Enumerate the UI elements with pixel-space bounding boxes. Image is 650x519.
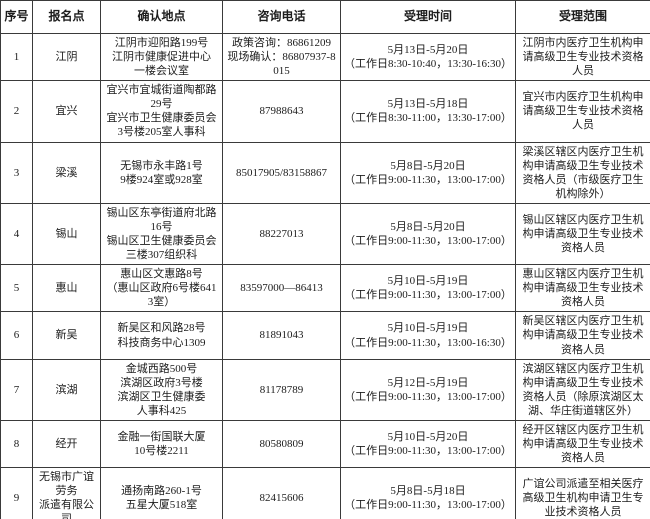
cell-phone: 83597000—86413 bbox=[222, 264, 341, 313]
table-row: 5 惠山 惠山区文惠路8号 （惠山区政府6号楼6413室） 83597000—8… bbox=[0, 264, 650, 313]
col-header-time: 受理时间 bbox=[340, 0, 516, 34]
cell-index: 2 bbox=[0, 80, 33, 143]
table-row: 1 江阴 江阴市迎阳路199号 江阴市健康促进中心 一楼会议室 政策咨询：868… bbox=[0, 32, 650, 82]
cell-time: 5月10日-5月19日 （工作日9:00-11:30，13:00-17:00） bbox=[340, 264, 516, 313]
cell-address: 新吴区和风路28号 科技商务中心1309 bbox=[100, 311, 223, 360]
table-row: 9 无锡市广谊劳务 派遣有限公司 通扬南路260-1号 五星大厦518室 824… bbox=[0, 467, 650, 519]
cell-address: 金城西路500号 滨湖区政府3号楼 滨湖区卫生健康委 人事科425 bbox=[100, 358, 223, 421]
table-row: 6 新吴 新吴区和风路28号 科技商务中心1309 81891043 5月10日… bbox=[0, 311, 650, 360]
cell-scope: 惠山区辖区内医疗卫生机构申请高级卫生专业技术资格人员 bbox=[515, 264, 650, 313]
col-header-phone: 咨询电话 bbox=[222, 0, 341, 34]
cell-time: 5月10日-5月20日 （工作日9:00-11:30，13:00-17:00） bbox=[340, 419, 516, 469]
cell-phone: 88227013 bbox=[222, 202, 341, 266]
cell-address: 通扬南路260-1号 五星大厦518室 bbox=[100, 467, 223, 519]
table-row: 2 宜兴 宜兴市宜城街道陶都路29号 宜兴市卫生健康委员会 3号楼205室人事科… bbox=[0, 80, 650, 143]
cell-scope: 新吴区辖区内医疗卫生机构申请高级卫生专业技术资格人员 bbox=[515, 311, 650, 360]
cell-index: 9 bbox=[0, 467, 33, 519]
table-row: 7 滨湖 金城西路500号 滨湖区政府3号楼 滨湖区卫生健康委 人事科425 8… bbox=[0, 358, 650, 421]
cell-address: 无锡市永丰路1号 9楼924室或928室 bbox=[100, 141, 223, 204]
cell-phone: 87988643 bbox=[222, 80, 341, 143]
cell-time: 5月13日-5月18日 （工作日8:30-11:00，13:30-17:00） bbox=[340, 80, 516, 143]
table-body: 1 江阴 江阴市迎阳路199号 江阴市健康促进中心 一楼会议室 政策咨询：868… bbox=[0, 32, 650, 519]
col-header-site: 报名点 bbox=[32, 0, 101, 34]
cell-index: 7 bbox=[0, 358, 33, 421]
cell-index: 4 bbox=[0, 202, 33, 266]
cell-scope: 宜兴市内医疗卫生机构申请高级卫生专业技术资格人员 bbox=[515, 80, 650, 143]
cell-scope: 广谊公司派遣至相关医疗高级卫生机构申请卫生专业技术资格人员 bbox=[515, 467, 650, 519]
cell-site: 新吴 bbox=[32, 311, 101, 360]
table-row: 8 经开 金融一街国联大厦 10号楼2211 80580809 5月10日-5月… bbox=[0, 419, 650, 469]
cell-site: 江阴 bbox=[32, 32, 101, 82]
cell-site: 锡山 bbox=[32, 202, 101, 266]
cell-address: 宜兴市宜城街道陶都路29号 宜兴市卫生健康委员会 3号楼205室人事科 bbox=[100, 80, 223, 143]
cell-scope: 经开区辖区内医疗卫生机构申请高级卫生专业技术资格人员 bbox=[515, 419, 650, 469]
cell-phone: 政策咨询：86861209 现场确认：86807937-8015 bbox=[222, 32, 341, 82]
cell-site: 梁溪 bbox=[32, 141, 101, 204]
col-header-index: 序号 bbox=[0, 0, 33, 34]
cell-time: 5月8日-5月20日 （工作日9:00-11:30，13:00-17:00） bbox=[340, 202, 516, 266]
cell-phone: 81178789 bbox=[222, 358, 341, 421]
table-row: 3 梁溪 无锡市永丰路1号 9楼924室或928室 85017905/83158… bbox=[0, 141, 650, 204]
cell-time: 5月13日-5月20日 （工作日8:30-10:40，13:30-16:30） bbox=[340, 32, 516, 82]
cell-index: 5 bbox=[0, 264, 33, 313]
cell-phone: 80580809 bbox=[222, 419, 341, 469]
cell-address: 江阴市迎阳路199号 江阴市健康促进中心 一楼会议室 bbox=[100, 32, 223, 82]
cell-index: 1 bbox=[0, 32, 33, 82]
header-row: 序号 报名点 确认地点 咨询电话 受理时间 受理范围 bbox=[0, 0, 650, 34]
table-header: 序号 报名点 确认地点 咨询电话 受理时间 受理范围 bbox=[0, 0, 650, 34]
cell-index: 3 bbox=[0, 141, 33, 204]
cell-site: 惠山 bbox=[32, 264, 101, 313]
cell-site: 无锡市广谊劳务 派遣有限公司 bbox=[32, 467, 101, 519]
cell-time: 5月10日-5月19日 （工作日9:00-11:30，13:00-16:30） bbox=[340, 311, 516, 360]
cell-scope: 锡山区辖区内医疗卫生机构申请高级卫生专业技术资格人员 bbox=[515, 202, 650, 266]
cell-index: 6 bbox=[0, 311, 33, 360]
cell-site: 经开 bbox=[32, 419, 101, 469]
cell-phone: 82415606 bbox=[222, 467, 341, 519]
col-header-address: 确认地点 bbox=[100, 0, 223, 34]
cell-site: 滨湖 bbox=[32, 358, 101, 421]
cell-index: 8 bbox=[0, 419, 33, 469]
cell-address: 金融一街国联大厦 10号楼2211 bbox=[100, 419, 223, 469]
cell-phone: 85017905/83158867 bbox=[222, 141, 341, 204]
cell-phone: 81891043 bbox=[222, 311, 341, 360]
col-header-scope: 受理范围 bbox=[515, 0, 650, 34]
cell-address: 惠山区文惠路8号 （惠山区政府6号楼6413室） bbox=[100, 264, 223, 313]
cell-site: 宜兴 bbox=[32, 80, 101, 143]
cell-time: 5月8日-5月20日 （工作日9:00-11:30，13:00-17:00） bbox=[340, 141, 516, 204]
cell-scope: 江阴市内医疗卫生机构申请高级卫生专业技术资格人员 bbox=[515, 32, 650, 82]
cell-time: 5月8日-5月18日 （工作日9:00-11:30，13:00-17:00） bbox=[340, 467, 516, 519]
cell-time: 5月12日-5月19日 （工作日9:00-11:30，13:00-17:00） bbox=[340, 358, 516, 421]
table-row: 4 锡山 锡山区东亭街道府北路16号 锡山区卫生健康委员会 三楼307组织科 8… bbox=[0, 202, 650, 266]
cell-scope: 梁溪区辖区内医疗卫生机构申请高级卫生专业技术资格人员（市级医疗卫生机构除外） bbox=[515, 141, 650, 204]
cell-scope: 滨湖区辖区内医疗卫生机构申请高级卫生专业技术资格人员（除原滨湖区太湖、华庄街道辖… bbox=[515, 358, 650, 421]
cell-address: 锡山区东亭街道府北路16号 锡山区卫生健康委员会 三楼307组织科 bbox=[100, 202, 223, 266]
